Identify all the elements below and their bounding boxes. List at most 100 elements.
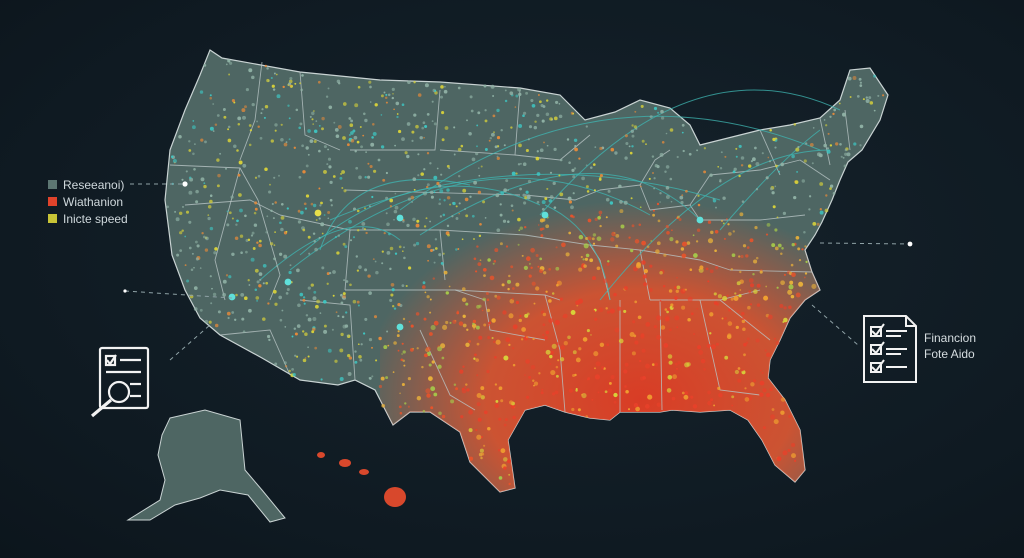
data-point <box>438 184 442 188</box>
data-point <box>477 262 482 267</box>
data-point <box>538 372 541 375</box>
data-point <box>869 101 874 105</box>
data-point <box>543 271 547 275</box>
data-point <box>555 100 559 104</box>
data-point <box>280 123 283 126</box>
state-border-line <box>639 249 731 271</box>
data-point <box>465 302 469 306</box>
data-point <box>735 155 738 158</box>
data-point <box>266 215 269 218</box>
data-point <box>583 264 587 268</box>
data-point <box>348 356 353 360</box>
data-point <box>315 120 318 122</box>
data-point <box>441 138 445 142</box>
data-point <box>242 163 247 168</box>
data-point <box>472 322 475 326</box>
data-point <box>741 200 745 203</box>
data-point <box>274 302 278 306</box>
data-point <box>446 188 450 192</box>
data-point <box>266 78 270 83</box>
data-point <box>458 212 461 215</box>
data-point <box>455 248 458 251</box>
data-point <box>424 83 429 88</box>
data-point <box>482 267 487 272</box>
data-point <box>493 340 496 344</box>
data-point <box>631 145 634 148</box>
data-point <box>811 162 814 165</box>
data-point <box>610 147 615 152</box>
data-point <box>515 94 519 98</box>
data-point <box>423 225 427 228</box>
data-point <box>618 338 624 344</box>
data-point <box>462 323 467 328</box>
data-point <box>391 288 395 292</box>
data-point <box>430 195 434 199</box>
data-point <box>629 151 633 155</box>
data-point <box>605 307 608 310</box>
data-point <box>272 88 276 91</box>
data-point <box>315 219 318 221</box>
data-point <box>476 304 481 309</box>
data-point <box>838 102 841 105</box>
data-point <box>648 288 653 292</box>
data-point <box>520 338 524 341</box>
data-point <box>648 177 651 180</box>
data-point <box>413 243 417 247</box>
data-point <box>557 359 560 362</box>
data-point <box>358 355 362 359</box>
data-point <box>599 342 605 348</box>
data-point <box>572 112 575 115</box>
data-point <box>541 200 546 205</box>
data-point <box>297 303 301 308</box>
data-point <box>254 207 258 211</box>
data-point <box>297 220 302 224</box>
data-point <box>452 201 456 206</box>
data-point <box>509 298 515 304</box>
data-point <box>186 279 190 283</box>
data-point <box>385 171 388 175</box>
data-point <box>228 73 231 76</box>
data-point <box>753 259 758 264</box>
data-point <box>280 216 285 220</box>
data-point <box>291 335 294 338</box>
data-point <box>342 102 347 106</box>
data-point <box>195 189 199 194</box>
data-point <box>438 202 442 206</box>
data-point <box>445 291 449 295</box>
data-point <box>518 92 522 97</box>
data-point <box>392 93 394 95</box>
data-point <box>479 222 482 226</box>
data-point <box>321 266 325 270</box>
data-point <box>477 167 480 169</box>
data-point <box>224 167 228 170</box>
data-point <box>501 283 505 287</box>
data-point <box>596 236 602 242</box>
data-point <box>528 376 531 379</box>
data-point <box>236 149 239 152</box>
data-point <box>808 208 811 211</box>
data-point <box>747 305 751 310</box>
data-point <box>340 301 344 305</box>
data-point <box>572 175 576 179</box>
data-point <box>401 250 404 253</box>
data-point <box>572 350 577 355</box>
data-point <box>211 287 213 290</box>
data-point <box>268 338 271 342</box>
data-point <box>357 85 361 89</box>
data-point <box>586 329 590 333</box>
data-point <box>776 286 779 289</box>
data-point <box>291 368 294 371</box>
data-point <box>738 255 741 258</box>
data-point <box>476 434 482 440</box>
data-point <box>713 292 717 296</box>
data-point <box>719 180 722 183</box>
data-point <box>193 168 196 171</box>
data-point <box>383 91 386 94</box>
data-point <box>856 95 860 98</box>
data-point <box>184 264 187 267</box>
data-point <box>477 190 482 194</box>
data-point <box>342 324 347 329</box>
data-point <box>665 185 670 190</box>
data-point <box>768 160 772 163</box>
